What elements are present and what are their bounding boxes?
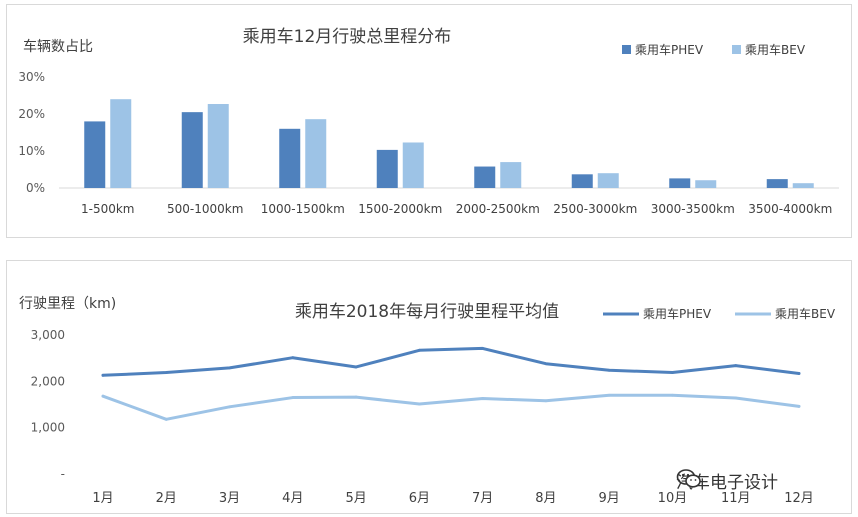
bar-phev — [84, 121, 106, 188]
legend-label: 乘用车BEV — [775, 306, 836, 321]
x-tick-label: 3500-4000km — [748, 202, 832, 216]
wechat-icon — [676, 469, 701, 488]
x-tick-label: 2月 — [156, 491, 177, 506]
x-tick-label: 6月 — [409, 491, 430, 506]
data-point-bev — [164, 417, 168, 421]
data-point-phev — [481, 347, 485, 350]
chart-title: 乘用车12月行驶总里程分布 — [243, 27, 452, 47]
x-tick-label: 10月 — [658, 491, 688, 506]
bar-chart-panel: 乘用车12月行驶总里程分布车辆数占比 0% 10% 20% 30% 1-500km 500-… — [6, 4, 852, 238]
data-point-bev — [481, 397, 485, 400]
data-point-bev — [228, 405, 231, 409]
watermark: 汽车电子设计 — [676, 468, 778, 493]
data-point-bev — [291, 396, 295, 399]
bar-bev — [695, 180, 717, 188]
data-point-bev — [417, 402, 421, 406]
x-tick-label: 5月 — [345, 491, 366, 506]
data-point-bev — [544, 399, 548, 403]
y-tick-label: 10% — [18, 144, 45, 158]
y-axis-label: 车辆数占比 — [23, 38, 93, 55]
bar-bev — [207, 104, 229, 188]
data-point-phev — [291, 356, 295, 360]
bar-phev — [181, 112, 203, 188]
legend-swatch — [622, 45, 631, 54]
x-tick-label: 3月 — [219, 491, 240, 506]
bar-bev — [500, 162, 522, 188]
series-line-bev — [101, 393, 801, 421]
x-tick-label: 12月 — [784, 491, 814, 506]
data-point-phev — [734, 364, 738, 367]
legend-label: 乘用车PHEV — [643, 306, 712, 321]
data-point-bev — [354, 395, 358, 399]
data-point-phev — [101, 373, 105, 377]
bar-bev — [792, 183, 814, 188]
x-tick-label: 500-1000km — [167, 202, 243, 216]
bar-bev — [305, 119, 327, 188]
x-tick-label: 1500-2000km — [358, 202, 442, 216]
bar-phev — [571, 174, 593, 188]
y-tick-label: 1,000 — [31, 421, 65, 435]
y-tick-label: 20% — [18, 107, 45, 121]
x-tick-label: 1000-1500km — [261, 202, 345, 216]
x-tick-label: 4月 — [282, 491, 303, 506]
data-point-bev — [607, 393, 611, 397]
data-point-phev — [164, 371, 168, 374]
bar-phev — [279, 128, 301, 188]
line-chart-panel: 乘用车2018年每月行驶里程平均值 行驶里程（km) - 1,000 2,000 3,00… — [6, 260, 852, 514]
series-line-phev — [101, 346, 801, 377]
data-point-phev — [417, 348, 421, 352]
data-point-phev — [607, 368, 611, 372]
data-point-bev — [101, 394, 105, 398]
x-tick-label: 1-500km — [81, 202, 135, 216]
x-tick-label: 8月 — [535, 491, 556, 506]
legend-swatch — [732, 45, 741, 54]
y-tick-label: 2,000 — [31, 374, 65, 388]
x-tick-label: 1月 — [92, 491, 113, 506]
data-point-bev — [797, 404, 801, 408]
x-tick-label: 7月 — [472, 491, 493, 506]
x-tick-label: 3000-3500km — [651, 202, 735, 216]
watermark-text: 汽车电子设计 — [676, 473, 778, 493]
data-point-phev — [797, 372, 801, 375]
y-axis-label: 行驶里程（km) — [19, 296, 116, 312]
bar-phev — [669, 178, 691, 188]
y-tick-label: - — [61, 467, 65, 481]
legend-label: 乘用车PHEV — [635, 42, 704, 57]
y-tick-label: 3,000 — [31, 328, 65, 342]
data-point-phev — [544, 362, 548, 366]
chart-title: 乘用车2018年每月行驶里程平均值 — [295, 302, 559, 322]
bar-phev — [474, 166, 496, 188]
bar-bev — [597, 173, 619, 188]
data-point-phev — [671, 371, 674, 374]
x-tick-label: 2000-2500km — [456, 202, 540, 216]
legend-label: 乘用车BEV — [745, 42, 806, 57]
data-point-phev — [354, 365, 358, 369]
bar-phev — [376, 149, 398, 188]
y-tick-label: 30% — [18, 70, 45, 84]
bar-phev — [766, 179, 788, 188]
line-chart: 乘用车2018年每月行驶里程平均值 行驶里程（km) - 1,000 2,000 3,00… — [19, 296, 836, 506]
data-point-phev — [228, 366, 231, 370]
bar-bev — [402, 142, 424, 188]
x-tick-label: 9月 — [599, 491, 620, 506]
x-tick-label: 11月 — [721, 491, 751, 506]
x-tick-label: 2500-3000km — [553, 202, 637, 216]
data-point-bev — [671, 393, 674, 397]
bar-bev — [110, 99, 132, 188]
data-point-bev — [734, 396, 738, 400]
y-tick-label: 0% — [26, 181, 45, 195]
